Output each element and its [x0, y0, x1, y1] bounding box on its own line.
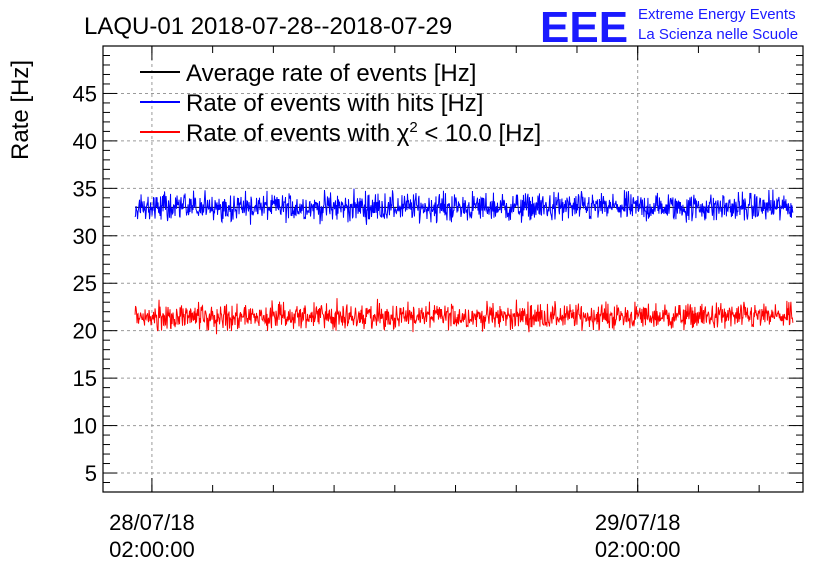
- y-tick-label: 25: [73, 271, 97, 296]
- plot-frame: [102, 45, 804, 493]
- logo-line2: La Scienza nelle Scuole: [638, 26, 798, 43]
- x-tick-label-time: 02:00:00: [595, 537, 681, 562]
- logo-line1: Extreme Energy Events: [638, 6, 796, 23]
- x-tick-label-time: 02:00:00: [109, 537, 195, 562]
- eee-logo: EEE Extreme Energy Events La Scienza nel…: [540, 3, 798, 52]
- series-line: [134, 188, 794, 225]
- legend-label: Rate of events with χ2 < 10.0 [Hz]: [186, 119, 541, 147]
- legend: Average rate of events [Hz] Rate of event…: [140, 60, 541, 147]
- grid: [103, 46, 803, 492]
- logo-mark: EEE: [540, 3, 628, 52]
- series-layer: [134, 188, 794, 335]
- y-tick-label: 10: [73, 414, 97, 439]
- y-tick-label: 35: [73, 176, 97, 201]
- chart-title: LAQU-01 2018-07-28--2018-07-29: [84, 13, 452, 40]
- axes: [102, 45, 804, 493]
- y-tick-label: 20: [73, 319, 97, 344]
- y-tick-label: 40: [73, 129, 97, 154]
- y-tick-label: 30: [73, 224, 97, 249]
- y-tick-labels: 5 10 15 20 25 30 35 40 45: [73, 81, 97, 486]
- legend-label: Average rate of events [Hz]: [186, 60, 476, 87]
- y-tick-label: 15: [73, 366, 97, 391]
- x-tick-label-date: 28/07/18: [109, 510, 195, 535]
- y-tick-label: 45: [73, 81, 97, 106]
- series-line: [134, 298, 794, 335]
- legend-label: Rate of events with hits [Hz]: [186, 90, 483, 117]
- y-tick-label: 5: [85, 461, 97, 486]
- y-axis-label: Rate [Hz]: [7, 60, 34, 160]
- x-tick-label-date: 29/07/18: [595, 510, 681, 535]
